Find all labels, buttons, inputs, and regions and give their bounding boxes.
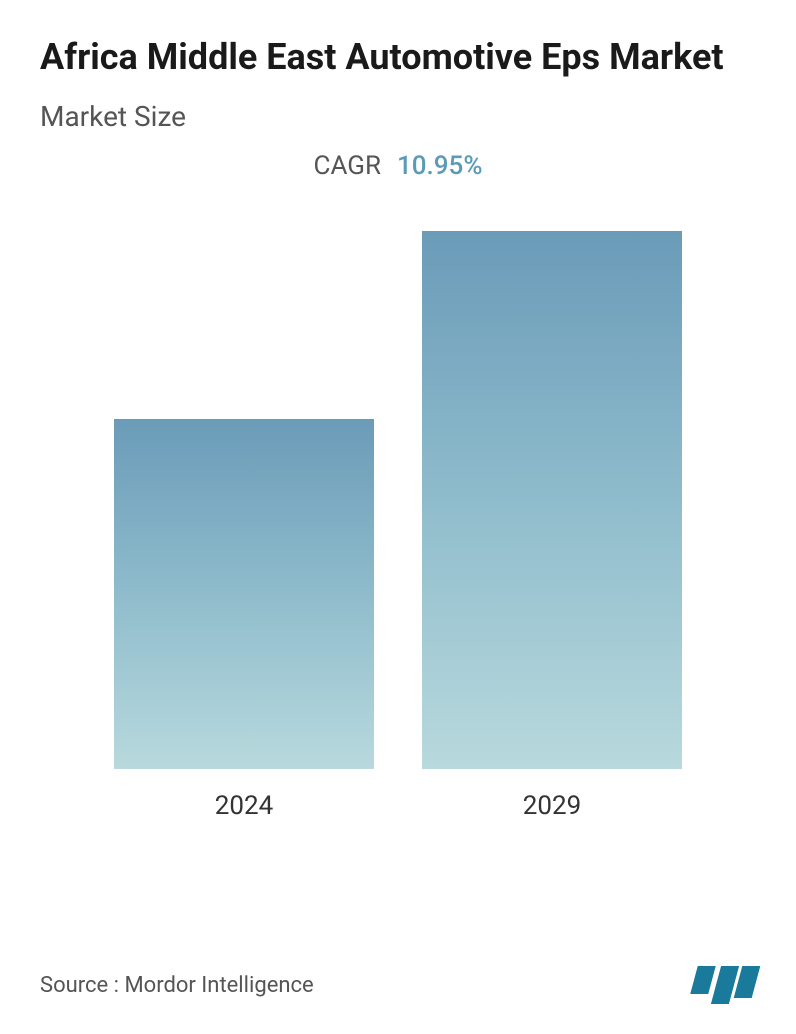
cagr-value: 10.95%: [397, 151, 482, 181]
source-text: Source : Mordor Intelligence: [40, 973, 314, 998]
source-value: Mordor Intelligence: [124, 973, 313, 998]
bar-2024: [114, 419, 374, 769]
source-label: Source :: [40, 973, 119, 998]
bar-label-2024: 2024: [215, 791, 273, 821]
logo-bar-1: [690, 966, 716, 994]
chart-footer: Source : Mordor Intelligence: [40, 966, 756, 1004]
logo-bar-2: [711, 966, 739, 1004]
cagr-row: CAGR 10.95%: [40, 151, 756, 181]
cagr-label: CAGR: [314, 151, 381, 181]
chart-title: Africa Middle East Automotive Eps Market: [40, 35, 756, 80]
bar-group-2024: 2024: [114, 231, 374, 821]
chart-subtitle: Market Size: [40, 100, 756, 133]
bar-group-2029: 2029: [422, 231, 682, 821]
mordor-logo-icon: [694, 966, 756, 1004]
bar-label-2029: 2029: [523, 791, 581, 821]
bar-chart: 2024 2029: [40, 231, 756, 821]
bar-2029: [422, 231, 682, 769]
